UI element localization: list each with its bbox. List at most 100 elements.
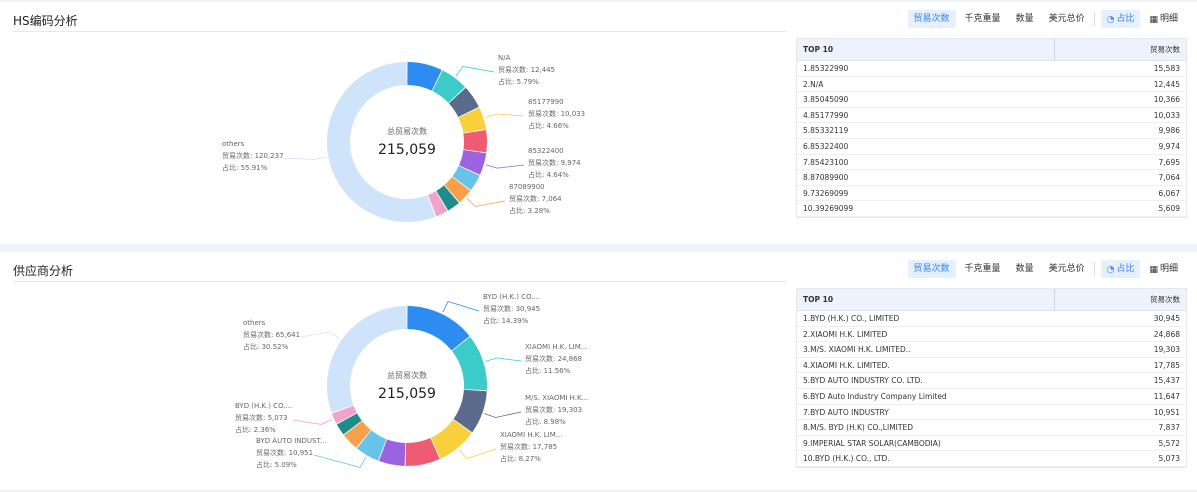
table-row[interactable]: 8.87089900 7,064 [797, 170, 1186, 186]
label-leader-line [466, 197, 506, 207]
donut-chart-icon: ◔ [1106, 265, 1115, 275]
table-row[interactable]: 3.85045090 10,366 [797, 92, 1186, 108]
slice-label-ratio: 占比: 8.98% [525, 417, 566, 426]
slice-label-ratio: 占比: 8.27% [500, 454, 541, 463]
donut-slice[interactable] [463, 130, 488, 153]
table-row[interactable]: 10.BYD (H.K.) CO., LTD. 5,073 [797, 451, 1186, 467]
slice-label-name: BYD AUTO INDUST... [256, 437, 327, 445]
hs-top10-table: TOP 10 贸易次数 1.85322990 15,583 2.N/A 12,445 3… [796, 38, 1187, 218]
label-leader-line [279, 156, 327, 160]
donut-chart-icon: ◔ [1106, 15, 1115, 25]
slice-label-ratio: 占比: 2.36% [235, 425, 276, 434]
slice-label-name: 85177990 [528, 98, 564, 106]
table-row[interactable]: 6.85322400 9,974 [797, 139, 1186, 155]
slice-label-count: 贸易次数: 7,064 [509, 194, 562, 203]
quantity-tab[interactable]: 数量 [1015, 264, 1034, 274]
donut-slice[interactable] [459, 150, 487, 175]
donut-slice[interactable] [452, 336, 488, 391]
donut-slice[interactable] [336, 413, 362, 435]
table-row[interactable]: 3.M/S. XIAOMI H.K. LIMITED.. 19,303 [797, 342, 1186, 358]
table-row[interactable]: 8.M/S. BYD (H.K) CO.,LIMITED 7,837 [797, 420, 1186, 436]
label-leader-line [458, 448, 497, 460]
donut-slice[interactable] [458, 107, 486, 133]
table-header: TOP 10 贸易次数 [797, 289, 1186, 311]
slice-label-count: 贸易次数: 65,641 [243, 330, 300, 339]
donut-slice[interactable] [331, 405, 357, 424]
table-row[interactable]: 7.BYD AUTO INDUSTRY 10,951 [797, 405, 1186, 421]
table-row[interactable]: 10.39269099 5,609 [797, 201, 1186, 217]
label-leader-line [484, 411, 522, 418]
slice-label-count: 贸易次数: 120,237 [222, 151, 284, 160]
usd-total-tab[interactable]: 美元总价 [1048, 264, 1085, 274]
table-row[interactable]: 2.N/A 12,445 [797, 77, 1186, 93]
donut-slice[interactable] [343, 421, 371, 448]
ratio-view-button[interactable]: ◔ 占比 [1100, 260, 1141, 278]
table-row[interactable]: 1.85322990 15,583 [797, 61, 1186, 77]
donut-slice[interactable] [378, 439, 406, 466]
header-trade-count[interactable]: 贸易次数 [1150, 295, 1180, 304]
table-row[interactable]: 1.BYD (H.K.) CO., LIMITED 30,945 [797, 311, 1186, 327]
label-leader-line [313, 454, 367, 468]
table-row[interactable]: 6.BYD Auto Industry Company Limited 11,64… [797, 389, 1186, 405]
detail-view-button[interactable]: ▦ 明细 [1143, 10, 1184, 28]
slice-label-ratio: 占比: 3.28% [509, 206, 550, 215]
table-header: TOP 10 贸易次数 [797, 39, 1186, 61]
table-row[interactable]: 7.85423100 7,695 [797, 155, 1186, 171]
table-row[interactable]: 9.73269099 6,067 [797, 186, 1186, 202]
row-value: 30,945 [1153, 314, 1180, 323]
quantity-tab[interactable]: 数量 [1015, 14, 1034, 24]
donut-slice[interactable] [356, 430, 387, 461]
center-total: 215,059 [378, 142, 436, 158]
title-divider [13, 31, 787, 32]
slice-label-ratio: 占比: 30.52% [243, 342, 289, 351]
donut-slice[interactable] [452, 165, 480, 191]
donut-slice[interactable] [453, 389, 487, 433]
row-value: 19,303 [1153, 345, 1180, 355]
donut-slice[interactable] [327, 62, 436, 223]
label-leader-line [292, 419, 333, 425]
trade-count-tab[interactable]: 贸易次数 [907, 260, 956, 278]
slice-label-name: M/S. XIAOMI H.K... [525, 394, 588, 402]
table-row[interactable]: 4.XIAOMI H.K. LIMITED. 17,785 [797, 358, 1186, 374]
table-row[interactable]: 5.BYD AUTO INDUSTRY CO. LTD. 15,437 [797, 373, 1186, 389]
row-value: 10,951 [1153, 407, 1180, 417]
table-row[interactable]: 9.IMPERIAL STAR SOLAR(CAMBODIA) 5,572 [797, 436, 1186, 452]
table-row[interactable]: 2.XIAOMI H.K. LIMITED 24,868 [797, 327, 1186, 343]
weight-tab[interactable]: 千克重量 [964, 14, 1001, 24]
donut-slice[interactable] [436, 185, 459, 211]
header-trade-count[interactable]: 贸易次数 [1150, 45, 1180, 54]
row-name: 4.85177990 [803, 110, 849, 120]
center-label: 总贸易次数 [387, 370, 427, 380]
row-value: 11,647 [1153, 391, 1180, 401]
row-value: 15,583 [1153, 64, 1180, 73]
slice-label-count: 贸易次数: 10,951 [256, 448, 313, 457]
row-name: 2.XIAOMI H.K. LIMITED [803, 329, 888, 339]
donut-slice[interactable] [430, 419, 472, 459]
row-name: 5.85332119 [803, 126, 849, 136]
slice-label-ratio: 占比: 5.09% [256, 460, 297, 469]
ratio-view-button[interactable]: ◔ 占比 [1100, 10, 1141, 28]
donut-slice[interactable] [444, 176, 471, 203]
donut-slice[interactable] [405, 438, 440, 466]
table-row[interactable]: 5.85332119 9,986 [797, 123, 1186, 139]
slice-label-name: BYD (H.K.) CO.... [483, 293, 540, 301]
center-label: 总贸易次数 [387, 126, 427, 136]
slice-label-count: 贸易次数: 12,445 [498, 65, 555, 74]
donut-slice[interactable] [448, 87, 479, 117]
donut-slice[interactable] [407, 62, 442, 91]
row-value: 9,974 [1158, 141, 1180, 151]
donut-slice[interactable] [427, 191, 448, 217]
row-name: 8.87089900 [803, 173, 849, 183]
donut-slice[interactable] [326, 306, 407, 413]
weight-tab[interactable]: 千克重量 [964, 264, 1001, 274]
row-name: 2.N/A [803, 79, 824, 89]
donut-slice[interactable] [432, 70, 466, 103]
toolbar-divider [1093, 262, 1095, 276]
usd-total-tab[interactable]: 美元总价 [1048, 14, 1085, 24]
supplier-toolbar: 贸易次数 千克重量 数量 美元总价 ◔ 占比 ▦ 明细 [905, 260, 1184, 278]
donut-slice[interactable] [407, 306, 470, 351]
trade-count-tab[interactable]: 贸易次数 [907, 10, 956, 28]
slice-label-name: N/A [498, 54, 511, 62]
table-row[interactable]: 4.85177990 10,033 [797, 108, 1186, 124]
detail-view-button[interactable]: ▦ 明细 [1143, 260, 1184, 278]
